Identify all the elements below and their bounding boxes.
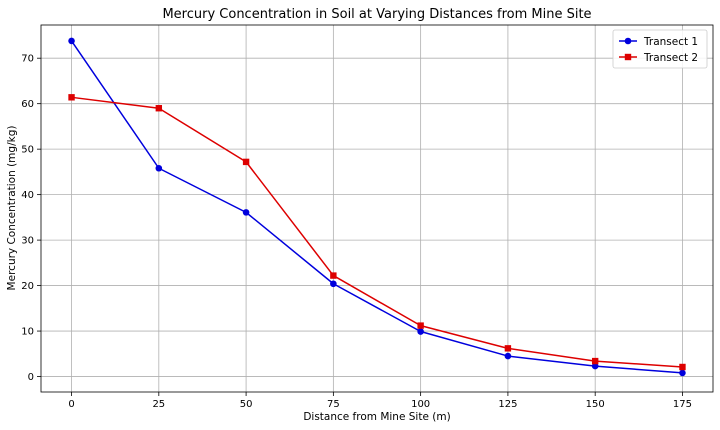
legend-item-transect-1: Transect 1 <box>619 36 698 48</box>
chart-title: Mercury Concentration in Soil at Varying… <box>162 7 591 22</box>
data-point-transect-1 <box>591 362 599 370</box>
x-tick-label: 175 <box>673 399 692 410</box>
data-point-transect-2 <box>330 272 337 279</box>
x-tick-label: 25 <box>152 399 165 410</box>
series-line-transect-1 <box>70 40 683 374</box>
legend: Transect 1 Transect 2 <box>612 29 708 69</box>
plot-frame <box>40 24 714 393</box>
y-tick-label: 40 <box>21 190 34 201</box>
y-tick-label: 30 <box>21 236 34 247</box>
y-tick-label: 20 <box>21 281 34 292</box>
y-tick-label: 0 <box>28 372 34 383</box>
y-tick-label: 50 <box>21 145 34 156</box>
data-point-transect-1 <box>417 328 424 335</box>
legend-marker <box>624 37 632 45</box>
legend-marker <box>624 53 632 61</box>
legend-box <box>612 29 708 69</box>
legend-label: Transect 1 <box>643 36 698 48</box>
x-tick-label: 50 <box>240 399 253 410</box>
data-point-transect-1 <box>330 280 337 288</box>
data-point-transect-1 <box>242 209 250 216</box>
y-tick-label: 60 <box>21 99 34 110</box>
plot-area: 0 25 50 75 100 125 150 175 0 10 20 30 40 50 60 70 Transe… <box>21 24 714 410</box>
data-point-transect-1 <box>679 369 686 377</box>
legend-label: Transect 2 <box>643 52 698 64</box>
x-tick-label: 100 <box>411 399 430 410</box>
data-point-transect-2 <box>504 345 512 352</box>
y-axis-label: Mercury Concentration (mg/kg) <box>6 126 18 291</box>
data-point-transect-2 <box>591 357 599 365</box>
x-tick-label: 125 <box>498 399 517 410</box>
data-point-transect-2 <box>242 158 250 166</box>
series-line-transect-2 <box>71 96 683 368</box>
x-tick-label: 75 <box>327 399 340 410</box>
x-axis-label: Distance from Mine Site (m) <box>303 411 450 423</box>
x-tick-label: 150 <box>586 399 605 410</box>
y-tick-label: 70 <box>21 54 34 65</box>
x-tick-label: 0 <box>68 399 74 410</box>
data-point-transect-1 <box>68 37 75 45</box>
legend-item-transect-2: Transect 2 <box>619 52 698 64</box>
data-point-transect-1 <box>504 352 512 360</box>
data-point-transect-2 <box>155 105 163 112</box>
data-point-transect-2 <box>679 363 686 371</box>
y-tick-label: 10 <box>21 327 34 338</box>
data-point-transect-2 <box>417 322 424 329</box>
data-point-transect-2 <box>68 94 75 101</box>
data-point-transect-1 <box>155 164 163 172</box>
